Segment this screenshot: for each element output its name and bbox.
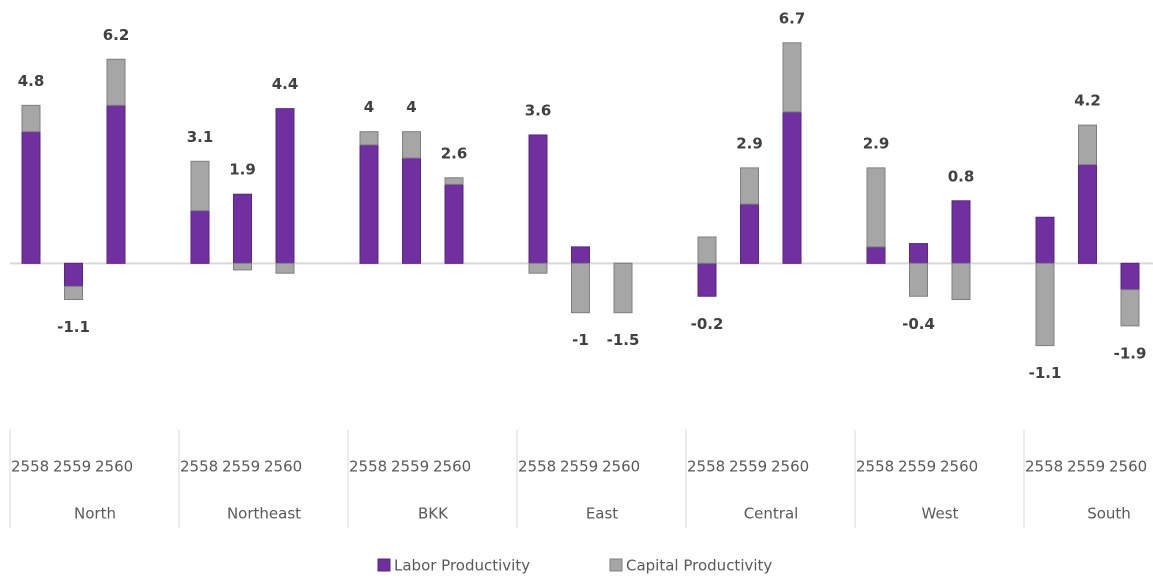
x-tick-label: 2558	[856, 458, 894, 476]
legend-label: Labor Productivity	[394, 557, 530, 575]
bar-segment	[697, 262, 717, 297]
bar-segment	[359, 131, 379, 146]
bar-segment	[275, 108, 295, 264]
group-label: West	[922, 505, 959, 523]
data-label: -1.9	[1114, 344, 1147, 362]
data-label: -1.5	[607, 331, 640, 349]
x-tick-label: 2558	[518, 458, 556, 476]
x-tick-label: 2559	[898, 458, 936, 476]
x-tick-label: 2558	[11, 458, 49, 476]
bar-segment	[740, 167, 759, 205]
bar-segment	[528, 134, 548, 264]
bar-segment	[21, 131, 41, 264]
data-label: 3.1	[187, 128, 214, 146]
bar-segment	[571, 262, 590, 314]
bar-segment	[64, 262, 83, 287]
legend-swatch	[609, 558, 623, 572]
group-label: Central	[744, 505, 799, 523]
x-tick-label: 2559	[729, 458, 767, 476]
bar-segment	[1035, 262, 1055, 347]
bar-segment	[1120, 262, 1140, 291]
bar-segment	[697, 236, 717, 264]
x-tick-label: 2560	[433, 458, 471, 476]
bar-segment	[444, 183, 464, 264]
bar-segment	[359, 144, 379, 264]
bar-segment	[866, 167, 886, 248]
data-label: 2.9	[863, 134, 890, 152]
bar-segment	[444, 177, 464, 185]
bar-segment	[613, 262, 633, 314]
data-label: 4	[364, 98, 374, 116]
bar-segment	[909, 262, 928, 297]
bar-segment	[1078, 124, 1097, 166]
data-label: 4.4	[272, 75, 299, 93]
bar-segment	[866, 246, 886, 264]
data-label: 0.8	[948, 167, 975, 185]
data-label: 4	[406, 98, 416, 116]
bar-segment	[782, 111, 802, 264]
x-tick-label: 2559	[222, 458, 260, 476]
group-label: South	[1087, 505, 1131, 523]
bar-segment	[402, 131, 421, 159]
x-tick-label: 2558	[349, 458, 387, 476]
x-tick-label: 2560	[771, 458, 809, 476]
bar-segment	[21, 104, 41, 133]
bar-segment	[1078, 164, 1097, 264]
x-tick-label: 2560	[264, 458, 302, 476]
legend-swatch	[377, 558, 391, 572]
bar-segment	[233, 193, 252, 264]
x-tick-label: 2558	[1025, 458, 1063, 476]
data-label: -1	[572, 331, 589, 349]
bar-segment	[402, 157, 421, 264]
bar-segment	[190, 160, 210, 212]
data-label: 6.2	[103, 26, 130, 44]
x-tick-label: 2559	[53, 458, 91, 476]
group-label: Northeast	[227, 505, 301, 523]
bar-segment	[106, 58, 126, 106]
bar-segment	[64, 285, 83, 301]
x-tick-label: 2559	[1067, 458, 1105, 476]
x-tick-label: 2559	[560, 458, 598, 476]
bar-segment	[782, 42, 802, 113]
bar-segment	[275, 262, 295, 274]
bar-segment	[951, 200, 971, 264]
x-tick-label: 2559	[391, 458, 429, 476]
data-label: -1.1	[1029, 364, 1062, 382]
group-label: BKK	[418, 505, 449, 523]
x-tick-label: 2558	[180, 458, 218, 476]
bar-segment	[951, 262, 971, 301]
group-label: North	[74, 505, 116, 523]
data-label: 1.9	[229, 161, 256, 179]
bar-segment	[106, 104, 126, 264]
bar-segment	[571, 246, 590, 264]
x-tick-label: 2560	[940, 458, 978, 476]
data-label: 3.6	[525, 101, 552, 119]
x-tick-label: 2560	[602, 458, 640, 476]
bar-segment	[740, 203, 759, 264]
data-label: -0.2	[691, 315, 724, 333]
bar-segment	[190, 210, 210, 264]
data-label: 6.7	[779, 9, 806, 27]
x-tick-label: 2560	[1109, 458, 1147, 476]
bar-segment	[233, 262, 252, 271]
data-label: -1.1	[57, 318, 90, 336]
data-label: 4.8	[18, 72, 45, 90]
data-label: 2.9	[736, 134, 763, 152]
bar-segment	[1120, 289, 1140, 327]
x-tick-label: 2558	[687, 458, 725, 476]
bar-segment	[1035, 216, 1055, 264]
data-label: 2.6	[441, 144, 468, 162]
group-label: East	[586, 505, 618, 523]
bar-segment	[909, 243, 928, 264]
legend-label: Capital Productivity	[626, 557, 772, 575]
data-label: -0.4	[902, 315, 935, 333]
bar-segment	[528, 262, 548, 274]
data-label: 4.2	[1074, 92, 1101, 110]
x-tick-label: 2560	[95, 458, 133, 476]
